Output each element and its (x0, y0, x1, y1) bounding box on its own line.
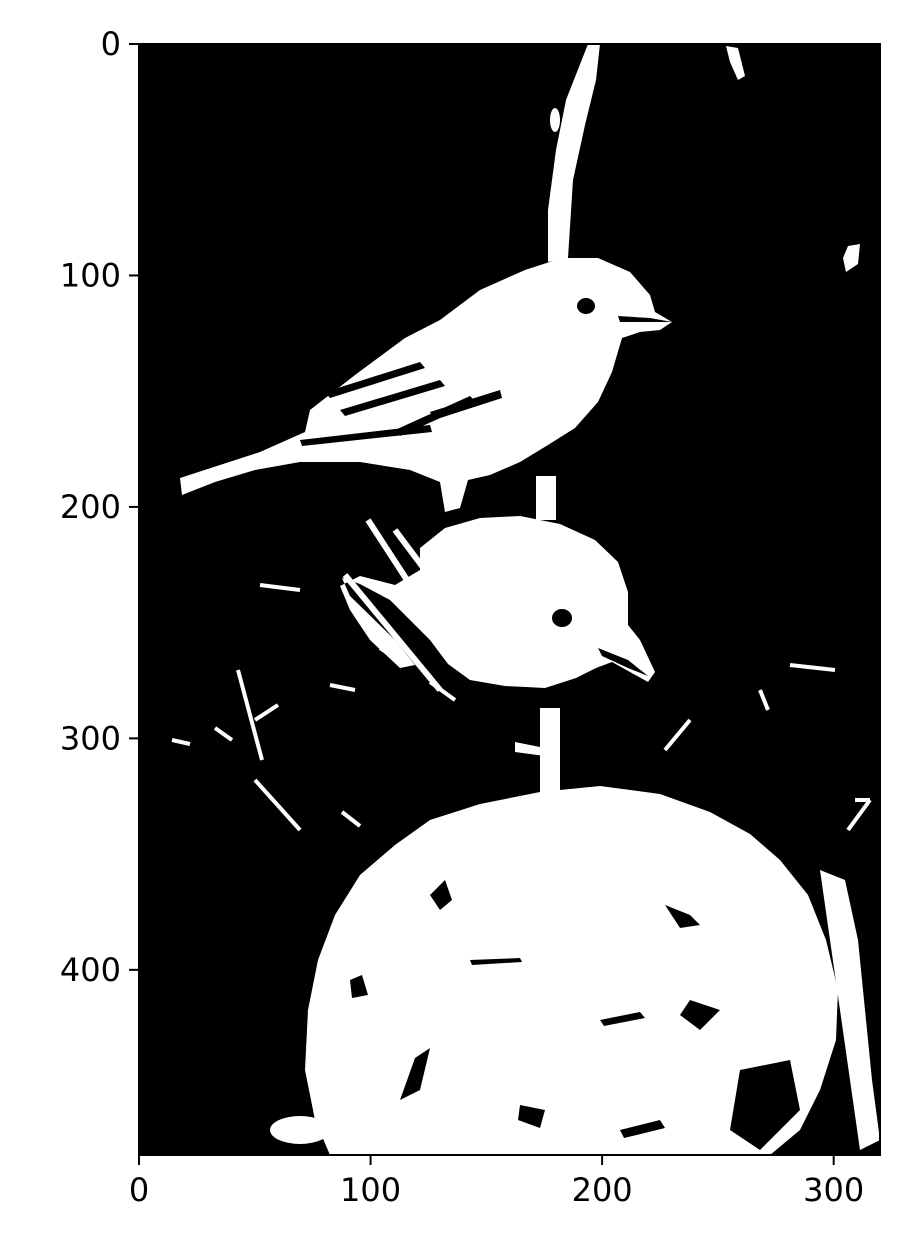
branch-fragment (550, 108, 560, 132)
lower-bird-shape (340, 516, 655, 688)
leaf-fragment (726, 46, 745, 80)
stem-shape (536, 476, 556, 520)
nest-texture (350, 880, 800, 1150)
lower-bird-beak (598, 648, 648, 676)
leaf-fragment (843, 244, 860, 272)
y-tick-label: 100 (60, 256, 121, 294)
nest-right-texture (820, 870, 880, 1150)
straw-fragments (171, 583, 872, 832)
upper-bird-eye (577, 298, 595, 314)
branch-shape (548, 44, 600, 262)
y-tick-label: 0 (101, 25, 121, 63)
image-area (139, 44, 880, 1155)
x-tick-label: 200 (572, 1171, 633, 1209)
x-tick-label: 0 (129, 1171, 149, 1209)
y-tick-label: 400 (60, 951, 121, 989)
y-tick-label: 300 (60, 719, 121, 757)
upper-bird-wing-marks (300, 362, 502, 446)
lower-bird-wing-lines (342, 518, 458, 692)
x-tick-label: 300 (803, 1171, 864, 1209)
y-axis: 0 100 200 300 400 (60, 25, 139, 989)
upper-bird-beak-line (618, 316, 672, 322)
lower-bird-eye (552, 609, 572, 627)
nest-shape (305, 786, 838, 1155)
y-tick-label: 200 (60, 488, 121, 526)
axes-frame (138, 43, 881, 1156)
x-axis: 0 100 200 300 (129, 1155, 864, 1209)
lower-stem-shape (515, 708, 560, 800)
nest-fragment (270, 1116, 330, 1144)
x-tick-label: 100 (340, 1171, 401, 1209)
